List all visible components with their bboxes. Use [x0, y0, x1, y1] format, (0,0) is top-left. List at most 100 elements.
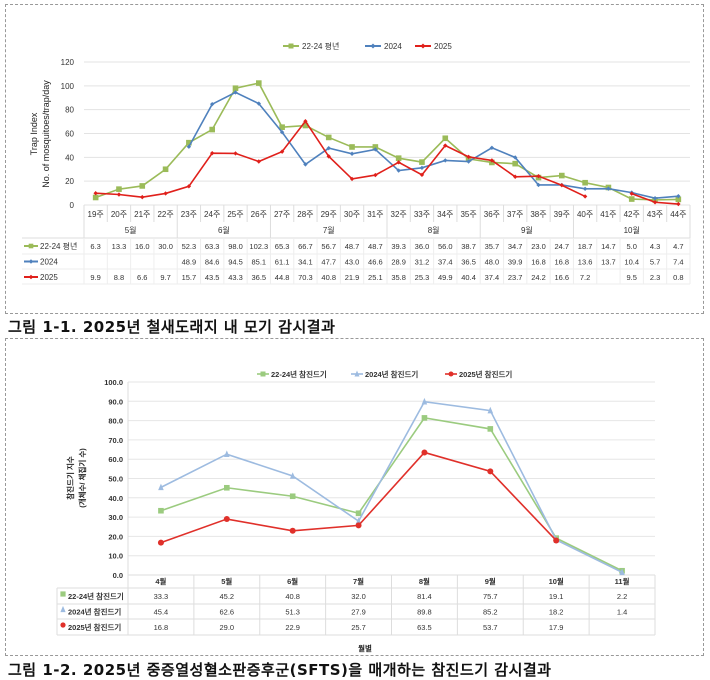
data-point — [349, 144, 355, 150]
y-axis-label: (개체수/ 채집기 수) — [77, 448, 87, 508]
y-tick-label: 50.0 — [108, 475, 123, 484]
data-point — [157, 539, 164, 546]
data-point — [325, 134, 332, 141]
data-label: 16.8 — [531, 258, 546, 267]
data-label: 47.7 — [321, 258, 336, 267]
data-point — [582, 179, 588, 186]
data-label: 48.7 — [368, 242, 383, 251]
row-label: 2025년 참진드기 — [68, 622, 121, 632]
data-point — [536, 182, 541, 188]
data-point — [349, 151, 355, 156]
data-point — [93, 191, 98, 196]
data-point — [355, 517, 362, 524]
data-point — [326, 154, 331, 159]
data-label: 48.7 — [345, 242, 360, 251]
data-label: 0.8 — [673, 273, 683, 282]
data-label: 23.0 — [531, 242, 546, 251]
figure-2-frame — [5, 338, 704, 656]
row-label: 2024년 참진드기 — [68, 607, 121, 617]
data-label: 43.5 — [205, 273, 220, 282]
x-tick-label: 5월 — [221, 576, 232, 586]
x-tick-label: 27주 — [274, 210, 290, 219]
data-label: 37.4 — [438, 258, 453, 267]
data-label: 28.9 — [391, 258, 406, 267]
data-label: 63.3 — [205, 242, 220, 251]
data-point — [158, 483, 164, 491]
data-label: 4.3 — [650, 242, 660, 251]
y-axis-label: No. of mosquitoes/trap/day — [41, 80, 51, 188]
data-label: 14.7 — [601, 242, 616, 251]
x-tick-label: 38주 — [530, 210, 546, 219]
data-label: 9.5 — [627, 273, 637, 282]
series-line — [95, 119, 586, 198]
data-point — [186, 184, 192, 189]
data-label: 37.4 — [485, 273, 500, 282]
data-label: 48.9 — [182, 258, 197, 267]
data-label: 15.7 — [182, 273, 197, 282]
data-label: 56.7 — [321, 242, 336, 251]
y-axis-label: Trap Index — [29, 112, 39, 155]
x-tick-label: 29주 — [321, 210, 337, 219]
y-tick-label: 60 — [65, 130, 74, 139]
row-label: 22-24년 참진드기 — [68, 591, 124, 601]
x-tick-label: 25주 — [227, 210, 243, 219]
data-label: 35.7 — [485, 242, 500, 251]
data-point — [606, 186, 611, 191]
y-axis-label: 참진드기 지수 — [65, 456, 75, 500]
data-point — [60, 591, 66, 597]
data-point — [289, 527, 296, 534]
row-label: 22-24 평년 — [40, 241, 77, 251]
data-label: 34.7 — [508, 242, 523, 251]
data-label: 5.0 — [627, 242, 637, 251]
data-point — [512, 160, 518, 167]
data-label: 8.8 — [114, 273, 124, 282]
data-label: 66.7 — [298, 242, 313, 251]
data-label: 36.0 — [415, 242, 430, 251]
x-tick-label: 28주 — [297, 210, 313, 219]
data-point — [158, 507, 164, 514]
data-label: 25.3 — [415, 273, 430, 282]
data-point — [116, 192, 122, 197]
data-point — [279, 124, 285, 130]
data-label: 17.9 — [549, 623, 564, 632]
data-label: 94.5 — [228, 258, 243, 267]
data-label: 13.3 — [112, 242, 127, 251]
data-point — [419, 159, 425, 165]
data-label: 13.6 — [578, 258, 593, 267]
month-label: 9월 — [521, 225, 533, 235]
data-label: 70.3 — [298, 273, 313, 282]
legend-label: 2025 — [434, 42, 452, 51]
data-label: 19.1 — [549, 592, 564, 601]
row-label: 2024 — [40, 258, 58, 267]
data-label: 45.2 — [220, 592, 235, 601]
data-point — [420, 43, 426, 49]
data-label: 53.7 — [483, 623, 498, 632]
data-point — [487, 406, 494, 414]
data-label: 31.2 — [415, 258, 430, 267]
data-label: 56.0 — [438, 242, 453, 251]
x-tick-label: 26주 — [251, 210, 267, 219]
data-label: 85.2 — [483, 608, 498, 617]
data-label: 84.6 — [205, 258, 220, 267]
data-point — [559, 183, 565, 188]
legend-label: 22-24년 참진드기 — [271, 369, 327, 379]
data-label: 24.7 — [555, 242, 570, 251]
data-label: 48.0 — [485, 258, 500, 267]
x-tick-label: 40주 — [577, 210, 593, 219]
x-tick-label: 20주 — [111, 210, 127, 219]
data-label: 102.3 — [249, 242, 268, 251]
data-label: 21.9 — [345, 273, 360, 282]
data-point — [419, 172, 425, 178]
x-tick-label: 6월 — [287, 576, 298, 586]
data-point — [256, 159, 262, 164]
data-point — [28, 274, 34, 280]
month-label: 7월 — [323, 225, 335, 235]
y-tick-label: 60.0 — [108, 455, 123, 464]
data-point — [279, 149, 285, 154]
data-point — [675, 196, 682, 203]
data-label: 43.0 — [345, 258, 360, 267]
data-label: 16.8 — [154, 623, 169, 632]
data-label: 40.8 — [285, 592, 300, 601]
data-label: 32.0 — [351, 592, 366, 601]
data-point — [559, 172, 565, 179]
